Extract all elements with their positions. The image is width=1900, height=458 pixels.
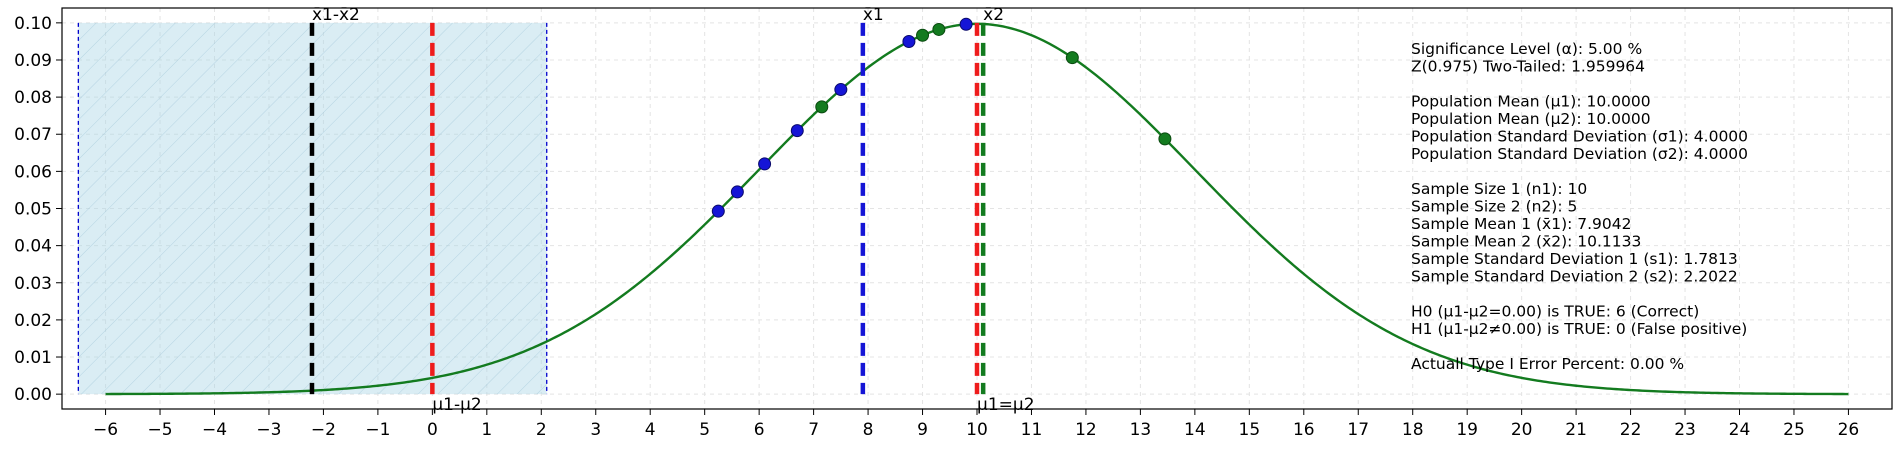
sample1-point-6: [959, 17, 973, 31]
info-line-15: H0 (μ1-μ2=0.00) is TRUE: 6 (Correct): [1411, 303, 1699, 321]
info-line-5: Population Standard Deviation (σ1): 4.00…: [1411, 128, 1748, 146]
x-tick-label: 3: [590, 420, 601, 440]
sample1-point-1: [730, 185, 744, 199]
info-line-11: Sample Mean 2 (x̄2): 10.1133: [1411, 233, 1641, 251]
x-tick-label: 9: [917, 420, 928, 440]
vline-label-4: x̄2: [983, 5, 1004, 25]
x-tick-label: 2: [536, 420, 547, 440]
info-line-10: Sample Mean 1 (x̄1): 7.9042: [1411, 215, 1632, 233]
x-tick-label: 7: [808, 420, 819, 440]
x-tick-label: 15: [1239, 420, 1261, 440]
x-tick-label: 14: [1184, 420, 1206, 440]
y-tick-label: 0.02: [14, 311, 52, 331]
y-tick-label: 0.04: [14, 237, 52, 257]
x-tick-label: 20: [1511, 420, 1533, 440]
x-tick-label: 13: [1130, 420, 1152, 440]
x-tick-label: −2: [311, 420, 336, 440]
info-line-12: Sample Standard Deviation 1 (s1): 1.7813: [1411, 250, 1738, 268]
vline-label-0: x̄1-x̄2: [312, 5, 360, 25]
info-line-18: Actuall Type I Error Percent: 0.00 %: [1411, 355, 1684, 373]
sample2-point-1: [916, 28, 930, 42]
vline-label-1: μ1-μ2: [432, 395, 481, 415]
x-tick-label: 16: [1293, 420, 1315, 440]
x-tick-label: −4: [202, 420, 227, 440]
info-line-3: Population Mean (μ1): 10.0000: [1411, 93, 1651, 111]
vline-label-2: x̄1: [863, 5, 884, 25]
sample1-point-0: [711, 204, 725, 218]
info-line-8: Sample Size 1 (n1): 10: [1411, 180, 1587, 198]
x-tick-label: −6: [93, 420, 118, 440]
x-tick-label: −5: [148, 420, 173, 440]
info-line-16: H1 (μ1-μ2≠0.00) is TRUE: 0 (False positi…: [1411, 320, 1747, 338]
x-tick-label: 17: [1347, 420, 1369, 440]
x-tick-label: −1: [365, 420, 390, 440]
x-tick-label: 0: [427, 420, 438, 440]
info-line-9: Sample Size 2 (n2): 5: [1411, 198, 1577, 216]
x-tick-label: 1: [481, 420, 492, 440]
vline-layer: x̄1-x̄2 μ1-μ2 x̄1 μ1=μ2 x̄2: [309, 5, 1035, 415]
sample2-point-3: [1065, 51, 1079, 65]
info-line-1: Z(0.975) Two-Tailed: 1.959964: [1411, 58, 1645, 76]
sample2-point-2: [932, 22, 946, 36]
x-tick-label: 11: [1021, 420, 1043, 440]
sample2-point-4: [1158, 132, 1172, 146]
y-tick-label: 0.07: [14, 125, 52, 145]
y-tick-label: 0.09: [14, 51, 52, 71]
y-tick-label: 0.06: [14, 162, 52, 182]
x-tick-label: 19: [1456, 420, 1478, 440]
points-layer: [711, 17, 1172, 218]
info-line-6: Population Standard Deviation (σ2): 4.00…: [1411, 145, 1748, 163]
sample1-point-5: [902, 34, 916, 48]
x-tick-label: 26: [1838, 420, 1860, 440]
x-tick-label: −3: [256, 420, 281, 440]
x-tick-label: 10: [966, 420, 988, 440]
vline-label-3: μ1=μ2: [977, 395, 1035, 415]
info-line-13: Sample Standard Deviation 2 (s2): 2.2022: [1411, 268, 1738, 286]
y-tick-label: 0.10: [14, 14, 52, 34]
x-tick-label: 21: [1565, 420, 1587, 440]
x-tick-label: 4: [645, 420, 656, 440]
y-tick-label: 0.03: [14, 274, 52, 294]
info-line-4: Population Mean (μ2): 10.0000: [1411, 110, 1651, 128]
x-tick-label: 22: [1620, 420, 1642, 440]
y-axis: 0.00 0.01 0.02 0.03 0.04 0.05 0.06 0.07 0.08 0.09…: [14, 14, 62, 405]
y-tick-label: 0.01: [14, 348, 52, 368]
info-line-0: Significance Level (α): 5.00 %: [1411, 40, 1642, 58]
x-axis: −6 −5 −4 −3 −2 −1 0 1 2 3 4 5 6 7 8 9 10 11 12 13 14 15 16 17 18…: [93, 409, 1859, 440]
y-tick-label: 0.08: [14, 88, 52, 108]
x-tick-label: 8: [863, 420, 874, 440]
sample1-point-3: [790, 124, 804, 138]
x-tick-label: 23: [1674, 420, 1696, 440]
x-tick-label: 5: [699, 420, 710, 440]
x-tick-label: 25: [1783, 420, 1805, 440]
x-tick-label: 24: [1729, 420, 1751, 440]
sample2-point-0: [815, 100, 829, 114]
sample1-point-2: [758, 157, 772, 171]
sample1-point-4: [834, 83, 848, 97]
x-tick-label: 6: [754, 420, 765, 440]
y-tick-label: 0.00: [14, 385, 52, 405]
x-tick-label: 18: [1402, 420, 1424, 440]
y-tick-label: 0.05: [14, 200, 52, 220]
x-tick-label: 12: [1075, 420, 1097, 440]
info-box: Significance Level (α): 5.00 %Z(0.975) T…: [1411, 40, 1748, 373]
